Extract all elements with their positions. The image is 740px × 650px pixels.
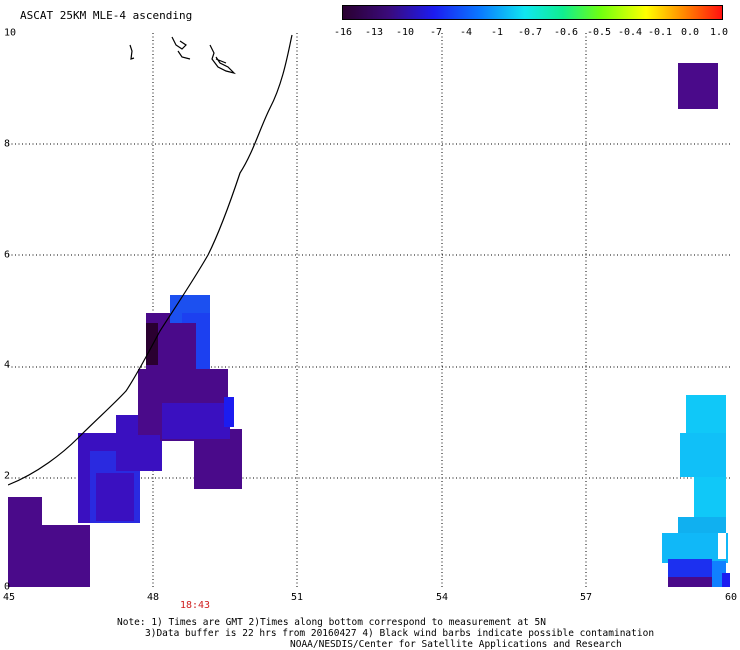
- x-tick-label: 54: [435, 592, 449, 603]
- wind-data-left-cluster: [8, 295, 242, 587]
- colorbar-tick: -4: [459, 27, 473, 38]
- time-label: 18:43: [179, 600, 211, 611]
- colorbar-tick: -7: [429, 27, 443, 38]
- coastline: [8, 34, 293, 486]
- x-tick-label: 51: [290, 592, 304, 603]
- colorbar: [342, 5, 723, 20]
- x-tick-label: 45: [2, 592, 16, 603]
- x-tick-label: 60: [724, 592, 738, 603]
- colorbar-tick: -0.4: [617, 27, 643, 38]
- y-tick-label: 0: [4, 581, 11, 593]
- colorbar-tick: -0.7: [517, 27, 543, 38]
- map-title: ASCAT 25KM MLE-4 ascending: [20, 9, 193, 22]
- y-tick-label: 2: [4, 470, 11, 482]
- y-tick-label: 4: [4, 359, 11, 371]
- wind-data-right-cluster: [662, 63, 730, 587]
- colorbar-tick: 0.0: [680, 27, 700, 38]
- note-line-2: 3)Data buffer is 22 hrs from 20160427 4)…: [145, 628, 655, 639]
- y-tick-label: 10: [4, 27, 17, 39]
- note-line-3: NOAA/NESDIS/Center for Satellite Applica…: [290, 639, 622, 650]
- colorbar-tick: -0.6: [553, 27, 579, 38]
- map-plot-area: [8, 33, 731, 587]
- y-tick-label: 8: [4, 138, 11, 150]
- colorbar-tick: -1: [490, 27, 504, 38]
- colorbar-tick: -0.1: [647, 27, 673, 38]
- colorbar-tick: 1.0: [709, 27, 729, 38]
- x-tick-label: 57: [579, 592, 593, 603]
- colorbar-tick: -16: [333, 27, 353, 38]
- y-tick-label: 6: [4, 249, 11, 261]
- colorbar-tick: -0.5: [586, 27, 612, 38]
- colorbar-tick: -10: [395, 27, 415, 38]
- colorbar-tick: -13: [364, 27, 384, 38]
- grid-lines: [8, 33, 731, 587]
- x-tick-label: 48: [146, 592, 160, 603]
- note-line-1: Note: 1) Times are GMT 2)Times along bot…: [117, 617, 546, 628]
